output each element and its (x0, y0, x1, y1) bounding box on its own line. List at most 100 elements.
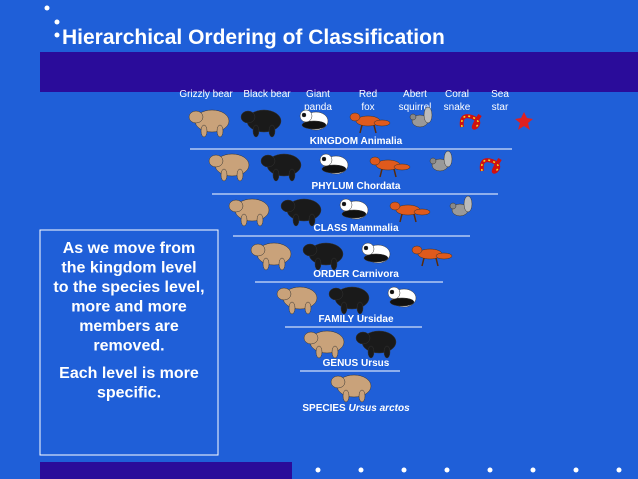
icon-part (413, 208, 431, 216)
icon-part (304, 301, 312, 315)
level-label: CLASS Mammalia (313, 223, 398, 234)
animal-icon (387, 286, 417, 308)
icon-part (421, 257, 439, 267)
note-text: specific. (97, 385, 161, 402)
level-rank: FAMILY (318, 314, 354, 325)
level-label: FAMILY Ursidae (318, 314, 393, 325)
note-text: Each level is more (59, 365, 199, 382)
animal-icon (303, 330, 345, 359)
note-text: the kingdom level (61, 260, 196, 277)
animal-icon (449, 195, 473, 217)
animal-icon (228, 198, 270, 227)
animal-name: Abert squirrel (399, 89, 432, 113)
icon-part (330, 257, 338, 271)
icon-part (288, 301, 296, 315)
level-taxon: Chordata (357, 181, 401, 192)
icon-part (443, 150, 453, 168)
icon-part (315, 345, 323, 359)
icon-part (240, 213, 248, 227)
animal-icon (188, 109, 230, 138)
icon-part (393, 163, 411, 171)
animal-icon (328, 286, 370, 315)
note-text: more and more (71, 299, 187, 316)
icon-part (409, 113, 417, 121)
icon-part (276, 287, 292, 301)
icon-part (340, 301, 348, 315)
animal-icon (459, 113, 482, 130)
animal-icon (330, 374, 372, 403)
icon-part (379, 168, 397, 178)
level-taxon: Ursidae (357, 314, 394, 325)
animal-icon (339, 198, 369, 220)
icon-part (301, 112, 307, 118)
animal-icon (302, 242, 344, 271)
level-rank: PHYLUM (312, 181, 354, 192)
icon-part (389, 297, 415, 307)
icon-part (399, 213, 417, 223)
animal-icon (299, 109, 329, 131)
icon-part (228, 199, 244, 213)
animal-icon (409, 106, 433, 128)
icon-part (429, 157, 437, 165)
level-label: GENUS Ursus (323, 358, 390, 369)
level-taxon: Carnivora (352, 269, 399, 280)
icon-part (262, 257, 270, 271)
icon-part (435, 252, 453, 260)
animal-icon (208, 153, 250, 182)
dot (358, 467, 364, 473)
icon-part (369, 156, 381, 166)
animal-icon (389, 201, 431, 223)
level-label: PHYLUM Chordata (312, 181, 401, 192)
animal-name: Grizzly bear (179, 89, 233, 100)
icon-part (423, 106, 433, 124)
dot (573, 467, 579, 473)
dot (315, 467, 321, 473)
icon-part (252, 124, 260, 138)
animal-icon (369, 156, 411, 178)
animal-icon (260, 153, 302, 182)
dot (44, 5, 50, 11)
icon-part (355, 331, 371, 345)
icon-part (330, 375, 346, 389)
animal-icon (411, 245, 453, 267)
icon-part (308, 213, 316, 227)
icon-part (363, 245, 369, 251)
icon-part (349, 112, 361, 122)
animal-name: Black bear (243, 89, 291, 100)
icon-part (341, 201, 347, 207)
icon-part (303, 331, 319, 345)
icon-part (236, 168, 244, 182)
animal-name: Giant panda (304, 89, 332, 113)
animal-icon (349, 112, 391, 134)
icon-part (383, 345, 391, 359)
icon-part (240, 110, 256, 124)
note-box (39, 229, 219, 456)
dot (487, 467, 493, 473)
level-rank: ORDER (313, 269, 350, 280)
icon-part (220, 168, 228, 182)
level-taxon: Animalia (361, 136, 403, 147)
icon-part (260, 154, 276, 168)
icon-part (208, 154, 224, 168)
animal-icon (429, 150, 453, 172)
icon-part (460, 115, 479, 128)
animal-icon (319, 153, 349, 175)
dot (444, 467, 450, 473)
icon-part (256, 213, 264, 227)
animal-icon (361, 242, 391, 264)
animal-icon (240, 109, 282, 138)
dot (530, 467, 536, 473)
level-rank: SPECIES (302, 403, 346, 414)
animal-icon (515, 112, 533, 130)
dot (616, 467, 622, 473)
icon-part (328, 287, 344, 301)
icon-part (331, 345, 339, 359)
icon-part (389, 201, 401, 211)
icon-part (515, 112, 533, 130)
icon-part (278, 257, 286, 271)
animal-icon (479, 157, 502, 174)
icon-part (288, 168, 296, 182)
icon-part (314, 257, 322, 271)
animal-name: Red fox (359, 89, 377, 113)
